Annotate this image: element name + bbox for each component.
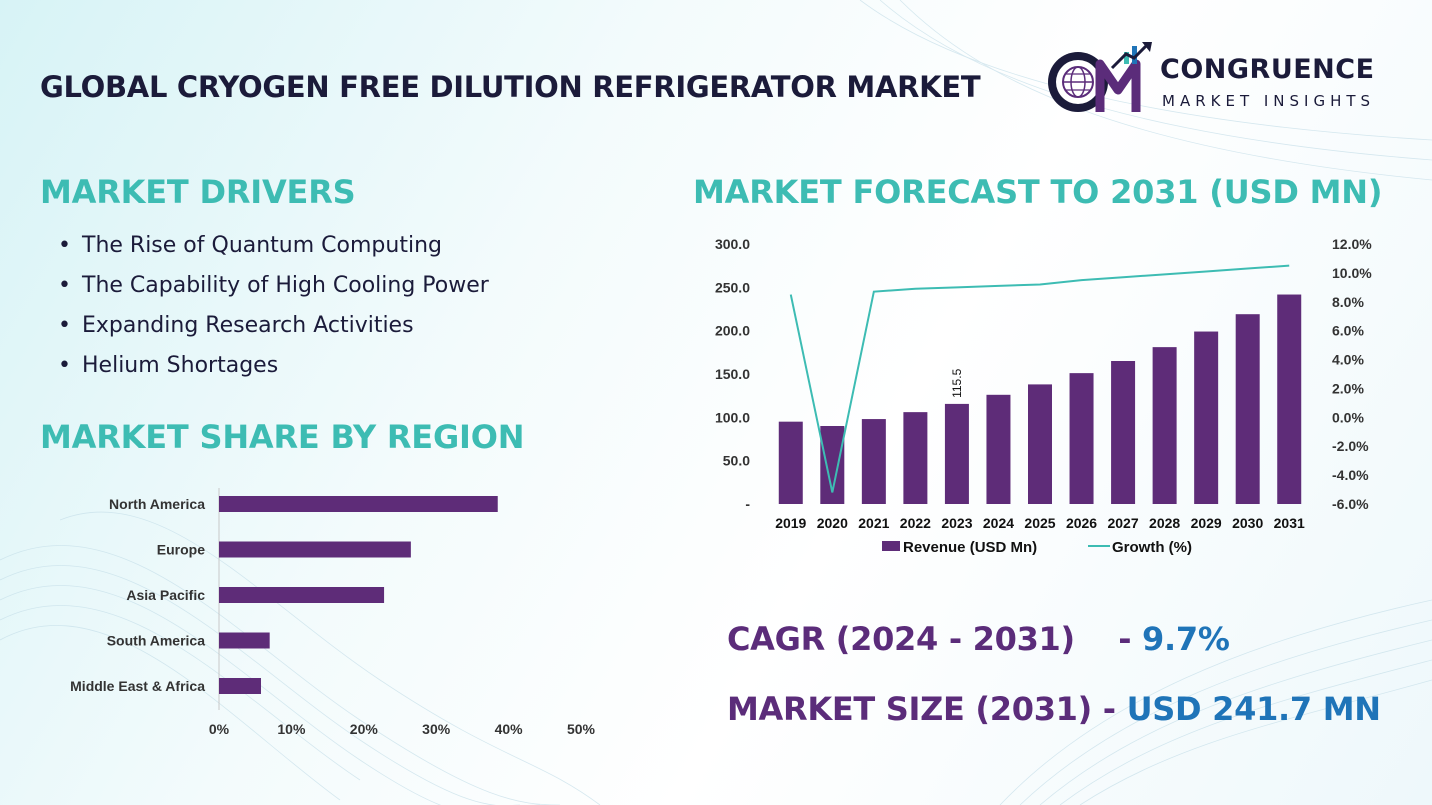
logo-name: CONGRUENCE [1160,54,1375,85]
market-size-separator: - [1091,690,1127,728]
x-tick-label: 2024 [983,515,1014,531]
x-tick-label: 2022 [900,515,931,531]
logo-mark [1048,42,1152,112]
bar [219,541,411,558]
right-axis-tick: -4.0% [1332,467,1369,483]
bullet-icon: • [58,273,71,298]
list-item: • Expanding Research Activities [58,308,489,348]
x-tick-label: 2025 [1024,515,1055,531]
region-share-chart: North America Europe Asia Pacific South Ame… [70,488,596,737]
bullet-icon: • [58,233,71,258]
x-tick-label: 2027 [1107,515,1138,531]
revenue-bar [1028,384,1052,504]
revenue-bar [1111,361,1136,504]
revenue-bar [1194,331,1219,504]
bullet-icon: • [58,353,71,378]
revenue-bar [861,419,886,504]
right-axis-tick: 6.0% [1332,323,1364,339]
legend-swatch-revenue [882,541,900,551]
left-axis-tick: 300.0 [715,236,750,252]
revenue-bar [1235,314,1260,504]
right-axis-tick: 2.0% [1332,380,1364,396]
category-label: North America [109,496,205,512]
forecast-heading: MARKET FORECAST TO 2031 (USD MN) [693,173,1383,211]
bar [219,587,385,603]
drivers-heading: MARKET DRIVERS [40,173,356,211]
left-axis-tick: 250.0 [715,279,750,295]
cagr-label: CAGR (2024 - 2031) [727,620,1075,658]
x-tick-label: 30% [422,721,451,737]
category-label: Europe [157,542,205,558]
logo-subtitle: MARKET INSIGHTS [1162,92,1376,110]
revenue-bar [944,403,969,504]
list-item: • The Rise of Quantum Computing [58,228,489,268]
x-tick-label: 2028 [1149,515,1180,531]
page-title: GLOBAL CRYOGEN FREE DILUTION REFRIGERATO… [40,70,981,104]
left-axis-tick: 50.0 [723,453,750,469]
x-tick-label: 2021 [858,515,889,531]
left-axis-tick: - [745,496,750,512]
right-axis-tick: 8.0% [1332,294,1364,310]
legend-label-growth: Growth (%) [1112,539,1192,556]
bar [219,678,261,694]
x-tick-label: 10% [277,721,306,737]
x-tick-label: 50% [567,721,596,737]
cagr-stat: CAGR (2024 - 2031) - 9.7% [727,620,1230,658]
left-axis-tick: 200.0 [715,323,750,339]
market-size-stat: MARKET SIZE (2031) - USD 241.7 MN [727,690,1381,728]
company-logo: CONGRUENCE MARKET INSIGHTS [1046,42,1396,117]
x-tick-label: 2026 [1066,515,1097,531]
list-item: • The Capability of High Cooling Power [58,268,489,308]
category-label: South America [107,633,205,649]
driver-text: The Capability of High Cooling Power [82,273,489,298]
revenue-bar [986,394,1011,504]
revenue-bar [1152,347,1177,504]
bar [219,632,270,649]
revenue-bar [903,412,928,504]
x-tick-label: 20% [350,721,379,737]
right-axis-tick: 10.0% [1332,265,1372,281]
x-tick-label: 40% [495,721,524,737]
x-tick-label: 2023 [941,515,972,531]
x-tick-label: 2031 [1274,515,1305,531]
cagr-value: 9.7% [1142,620,1230,658]
region-share-heading: MARKET SHARE BY REGION [40,418,525,456]
right-axis-tick: 4.0% [1332,352,1364,368]
category-label: Middle East & Africa [70,678,205,694]
x-tick-label: 2030 [1232,515,1263,531]
growth-line [789,264,1290,493]
list-item: • Helium Shortages [58,348,489,388]
driver-text: Expanding Research Activities [82,313,414,338]
right-axis-tick: -2.0% [1332,438,1369,454]
x-tick-label: 2029 [1191,515,1222,531]
x-tick-label: 2019 [775,515,806,531]
forecast-chart: - 50.0 100.0 150.0 200.0 250.0 300.0 -6.0% -4.0%… [715,236,1372,556]
bar [219,496,498,512]
driver-text: Helium Shortages [82,353,279,378]
left-axis-tick: 150.0 [715,366,750,382]
revenue-bar [778,421,803,504]
x-tick-label: 0% [209,721,230,737]
right-axis-tick: 12.0% [1332,236,1372,252]
data-label: 115.5 [950,368,964,397]
left-axis-tick: 100.0 [715,409,750,425]
driver-text: The Rise of Quantum Computing [82,233,442,258]
revenue-bar [1069,373,1094,504]
bullet-icon: • [58,313,71,338]
right-axis-tick: 0.0% [1332,409,1364,425]
cagr-separator: - [1074,620,1143,658]
category-label: Asia Pacific [126,587,205,603]
drivers-list: • The Rise of Quantum Computing • The Capa… [58,228,489,388]
x-tick-label: 2020 [817,515,848,531]
market-size-label: MARKET SIZE (2031) [727,690,1092,728]
revenue-bar [1277,294,1302,504]
legend-label-revenue: Revenue (USD Mn) [903,539,1037,556]
market-size-value: USD 241.7 MN [1126,690,1381,728]
right-axis-tick: -6.0% [1332,496,1369,512]
